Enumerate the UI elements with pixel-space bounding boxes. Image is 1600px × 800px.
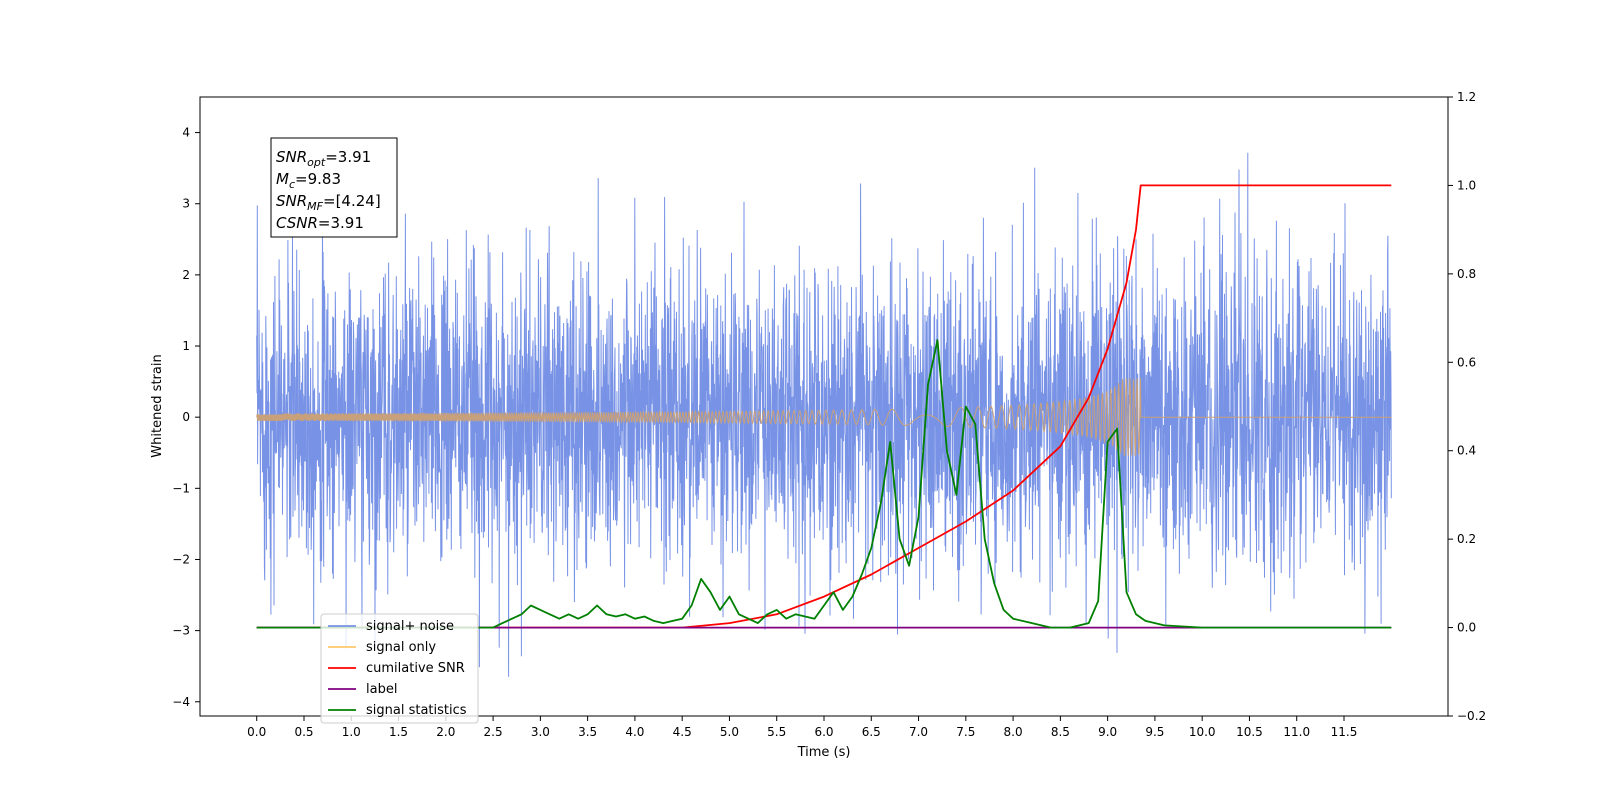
stats-var-2: SNR (276, 192, 307, 210)
stats-line-1: Mc=9.83 (276, 170, 341, 191)
y-right-tick-label-1: 1.0 (1457, 178, 1476, 192)
y-axis-label: Whitened strain (150, 354, 165, 457)
legend-label-2: cumilative SNR (366, 661, 465, 676)
x-tick-label-14: 7.0 (909, 725, 928, 739)
stats-sub-2: MF (307, 200, 323, 213)
y-right-tick-label-5: 0.2 (1457, 532, 1476, 546)
x-tick-label-9: 4.5 (673, 725, 692, 739)
stats-line-2: SNRMF=[4.24] (276, 192, 381, 213)
x-tick-label-16: 8.0 (1004, 725, 1023, 739)
series-cumulative-snr-line (256, 184, 1392, 629)
x-tick-label-4: 2.0 (436, 725, 455, 739)
y-right-tick-label-3: 0.6 (1457, 355, 1476, 369)
legend-label-1: signal only (366, 640, 436, 655)
y-left-tick-label-0: 4 (182, 126, 190, 140)
x-tick-label-18: 9.0 (1098, 725, 1117, 739)
stats-var-1: M (276, 170, 289, 188)
legend-frame (320, 613, 479, 724)
x-tick-label-11: 5.5 (767, 725, 786, 739)
legend-label-4: signal statistics (366, 703, 467, 718)
series-signal-noise-line (256, 152, 1392, 677)
y-axis-left: 4 3 2 1 0 −1 −2 −3 −4 (172, 126, 200, 709)
x-tick-label-1: 0.5 (294, 725, 313, 739)
y-right-tick-label-0: 1.2 (1457, 90, 1476, 104)
stats-value-2: =[4.24] (323, 192, 381, 210)
x-tick-label-3: 1.5 (389, 725, 408, 739)
stats-line-3: CSNR=3.91 (276, 214, 364, 232)
series-signal-only-line (256, 378, 1392, 457)
y-right-tick-label-7: −0.2 (1457, 709, 1486, 723)
y-left-tick-label-3: 1 (182, 339, 190, 353)
x-axis: 0.0 0.5 1.0 1.5 2.0 2.5 3.0 3.5 4.0 4.5 5.0 5.5 6.0 6… (247, 716, 1357, 739)
x-tick-label-22: 11.0 (1283, 725, 1310, 739)
stats-var-0: SNR (276, 148, 307, 166)
stats-var-3: CSNR (276, 214, 318, 232)
y-left-tick-label-7: −3 (172, 624, 190, 638)
x-tick-label-19: 9.5 (1145, 725, 1164, 739)
stats-line-0: SNRopt=3.91 (276, 148, 371, 169)
legend-label-3: label (366, 682, 397, 697)
y-left-tick-label-8: −4 (172, 695, 190, 709)
x-tick-label-8: 4.0 (625, 725, 644, 739)
legend: signal+ noise signal only cumilative SNR la… (320, 613, 479, 724)
stats-value-1: =9.83 (295, 170, 341, 188)
legend-label-0: signal+ noise (366, 619, 454, 634)
x-tick-label-2: 1.0 (342, 725, 361, 739)
y-left-tick-label-1: 3 (182, 197, 190, 211)
stats-box-frame (270, 137, 398, 238)
x-tick-label-5: 2.5 (484, 725, 503, 739)
stats-sub-1: c (289, 178, 295, 191)
x-tick-label-7: 3.5 (578, 725, 597, 739)
x-tick-label-13: 6.5 (862, 725, 881, 739)
stats-sub-0: opt (307, 156, 326, 169)
y-left-tick-label-2: 2 (182, 268, 190, 282)
y-right-tick-label-4: 0.4 (1457, 444, 1476, 458)
y-right-tick-label-2: 0.8 (1457, 267, 1476, 281)
x-tick-label-6: 3.0 (531, 725, 550, 739)
y-left-tick-label-5: −1 (172, 481, 190, 495)
x-tick-label-15: 7.5 (956, 725, 975, 739)
x-tick-label-23: 11.5 (1331, 725, 1358, 739)
y-left-tick-label-4: 0 (182, 410, 190, 424)
y-axis-right: 1.2 1.0 0.8 0.6 0.4 0.2 0.0 −0.2 (1448, 90, 1486, 723)
x-tick-label-0: 0.0 (247, 725, 266, 739)
stats-value-3: =3.91 (318, 214, 364, 232)
y-left-tick-label-6: −2 (172, 552, 190, 566)
y-right-tick-label-6: 0.0 (1457, 621, 1476, 635)
x-tick-label-20: 10.0 (1189, 725, 1216, 739)
stats-value-0: =3.91 (325, 148, 371, 166)
x-tick-label-21: 10.5 (1236, 725, 1263, 739)
x-axis-label: Time (s) (797, 745, 851, 760)
x-tick-label-12: 6.0 (814, 725, 833, 739)
x-tick-label-17: 8.5 (1051, 725, 1070, 739)
x-tick-label-10: 5.0 (720, 725, 739, 739)
series-signal-statistics-line (256, 339, 1392, 629)
